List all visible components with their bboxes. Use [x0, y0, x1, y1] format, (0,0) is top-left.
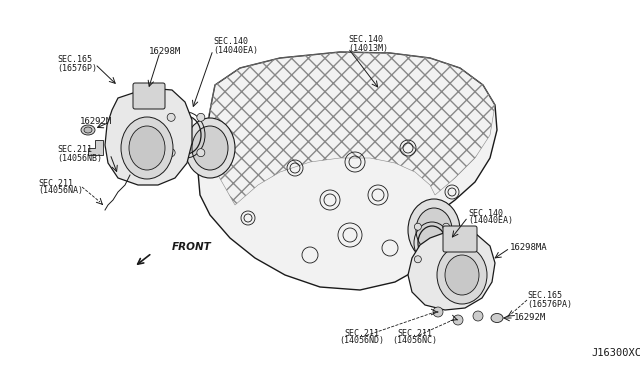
Circle shape	[433, 307, 443, 317]
Text: (14056NC): (14056NC)	[392, 337, 438, 346]
Text: 16292M: 16292M	[80, 118, 112, 126]
Text: SEC.165: SEC.165	[527, 292, 562, 301]
Circle shape	[473, 311, 483, 321]
Text: SEC.211: SEC.211	[38, 179, 73, 187]
Polygon shape	[408, 230, 495, 310]
Ellipse shape	[121, 117, 173, 179]
Text: (14040EA): (14040EA)	[468, 217, 513, 225]
Text: (14056NA): (14056NA)	[38, 186, 83, 196]
Text: SEC.140: SEC.140	[468, 208, 503, 218]
Text: (16576PA): (16576PA)	[527, 299, 572, 308]
Circle shape	[167, 113, 175, 121]
Text: FRONT: FRONT	[172, 242, 212, 252]
Ellipse shape	[491, 314, 503, 323]
Text: SEC.211: SEC.211	[57, 145, 92, 154]
Text: 16292M: 16292M	[514, 314, 547, 323]
Circle shape	[167, 149, 175, 157]
Circle shape	[197, 113, 205, 121]
Ellipse shape	[81, 125, 95, 135]
FancyBboxPatch shape	[443, 226, 477, 252]
FancyBboxPatch shape	[133, 83, 165, 109]
Text: SEC.140: SEC.140	[213, 38, 248, 46]
Ellipse shape	[185, 118, 235, 178]
Ellipse shape	[84, 127, 92, 133]
Circle shape	[443, 256, 450, 263]
Circle shape	[197, 149, 205, 157]
Text: SEC.211: SEC.211	[397, 328, 433, 337]
Text: (14040EA): (14040EA)	[213, 45, 258, 55]
Ellipse shape	[416, 208, 452, 252]
Text: 16298M: 16298M	[149, 48, 181, 57]
Text: (14056NB): (14056NB)	[57, 154, 102, 163]
Text: J16300XC: J16300XC	[591, 348, 640, 358]
Circle shape	[414, 256, 421, 263]
Polygon shape	[88, 140, 103, 155]
Ellipse shape	[437, 246, 487, 304]
Ellipse shape	[445, 255, 479, 295]
Ellipse shape	[129, 126, 165, 170]
Circle shape	[443, 223, 450, 230]
Text: (14056ND): (14056ND)	[339, 337, 385, 346]
Circle shape	[414, 223, 421, 230]
Ellipse shape	[192, 126, 228, 170]
Ellipse shape	[408, 199, 460, 261]
Text: (16576P): (16576P)	[57, 64, 97, 73]
Polygon shape	[198, 52, 497, 290]
Text: SEC.211: SEC.211	[344, 328, 380, 337]
Circle shape	[453, 315, 463, 325]
Text: 16298MA: 16298MA	[510, 244, 548, 253]
Polygon shape	[105, 88, 192, 185]
Text: (14013M): (14013M)	[348, 44, 388, 52]
Text: SEC.165: SEC.165	[57, 55, 92, 64]
Text: SEC.140: SEC.140	[348, 35, 383, 45]
